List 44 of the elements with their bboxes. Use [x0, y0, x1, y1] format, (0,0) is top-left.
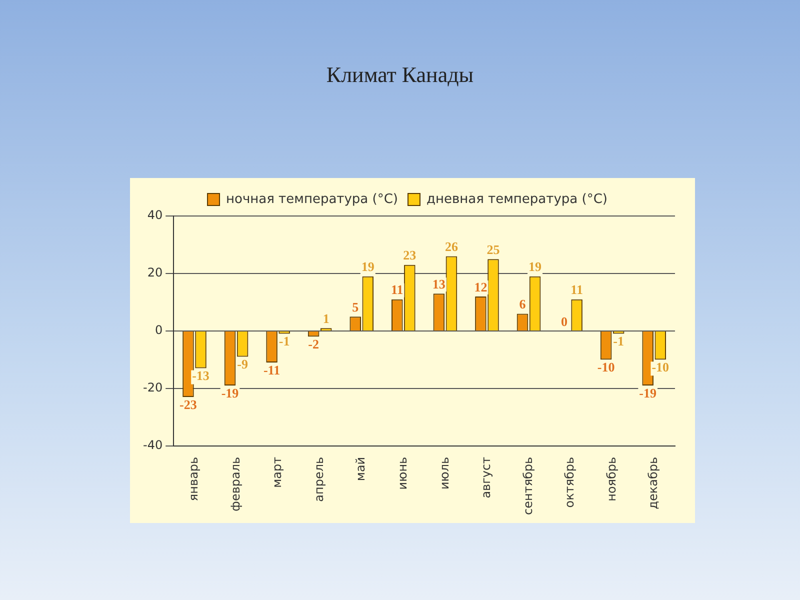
data-label: -2: [308, 336, 319, 352]
data-label: -1: [278, 334, 290, 349]
data-label: 26: [444, 239, 458, 254]
data-label: 0: [561, 314, 568, 329]
data-label: 6: [519, 296, 526, 312]
data-label: 23: [403, 248, 417, 263]
x-tick-label: июнь: [396, 456, 410, 490]
data-label: 13: [432, 276, 446, 292]
chart-title: Климат Канады: [325, 62, 475, 88]
data-label: 1: [322, 310, 330, 326]
data-label: -19: [221, 385, 240, 400]
data-label: 19: [528, 259, 542, 274]
x-tick-label: декабрь: [646, 456, 660, 510]
x-tick-label: ноябрь: [604, 456, 618, 502]
x-tick-label: январь: [186, 456, 201, 502]
data-label: -23: [180, 396, 198, 412]
data-label: 19: [361, 259, 375, 274]
data-label: 11: [390, 282, 404, 298]
data-label: -1: [613, 334, 624, 349]
y-tick-label: -40: [142, 438, 163, 452]
data-label: 5: [352, 299, 360, 314]
data-label: -10: [652, 360, 670, 375]
y-tick-label: 40: [147, 208, 163, 222]
data-label: -9: [237, 356, 248, 372]
data-label: -19: [639, 385, 657, 400]
data-label: -11: [263, 362, 280, 378]
y-tick-label: -20: [142, 380, 163, 395]
data-label: 11: [570, 282, 583, 298]
legend-label: ночная температура (°C): [226, 192, 398, 207]
x-tick-label: октябрь: [562, 456, 577, 508]
x-tick-label: сентябрь: [520, 456, 535, 515]
data-label: 25: [486, 242, 500, 257]
x-tick-label: апрель: [312, 456, 326, 502]
data-label: -13: [192, 368, 210, 384]
x-tick-label: май: [354, 456, 368, 482]
x-tick-label: август: [479, 456, 494, 498]
data-label: 12: [474, 279, 488, 294]
x-tick-label: март: [270, 456, 284, 488]
data-label: -10: [597, 360, 615, 375]
y-tick-label: 20: [147, 266, 163, 280]
y-tick-label: 0: [154, 323, 163, 338]
x-tick-label: июль: [437, 456, 452, 490]
x-tick-label: февраль: [228, 456, 242, 512]
legend-label: дневная температура (°C): [426, 192, 608, 207]
